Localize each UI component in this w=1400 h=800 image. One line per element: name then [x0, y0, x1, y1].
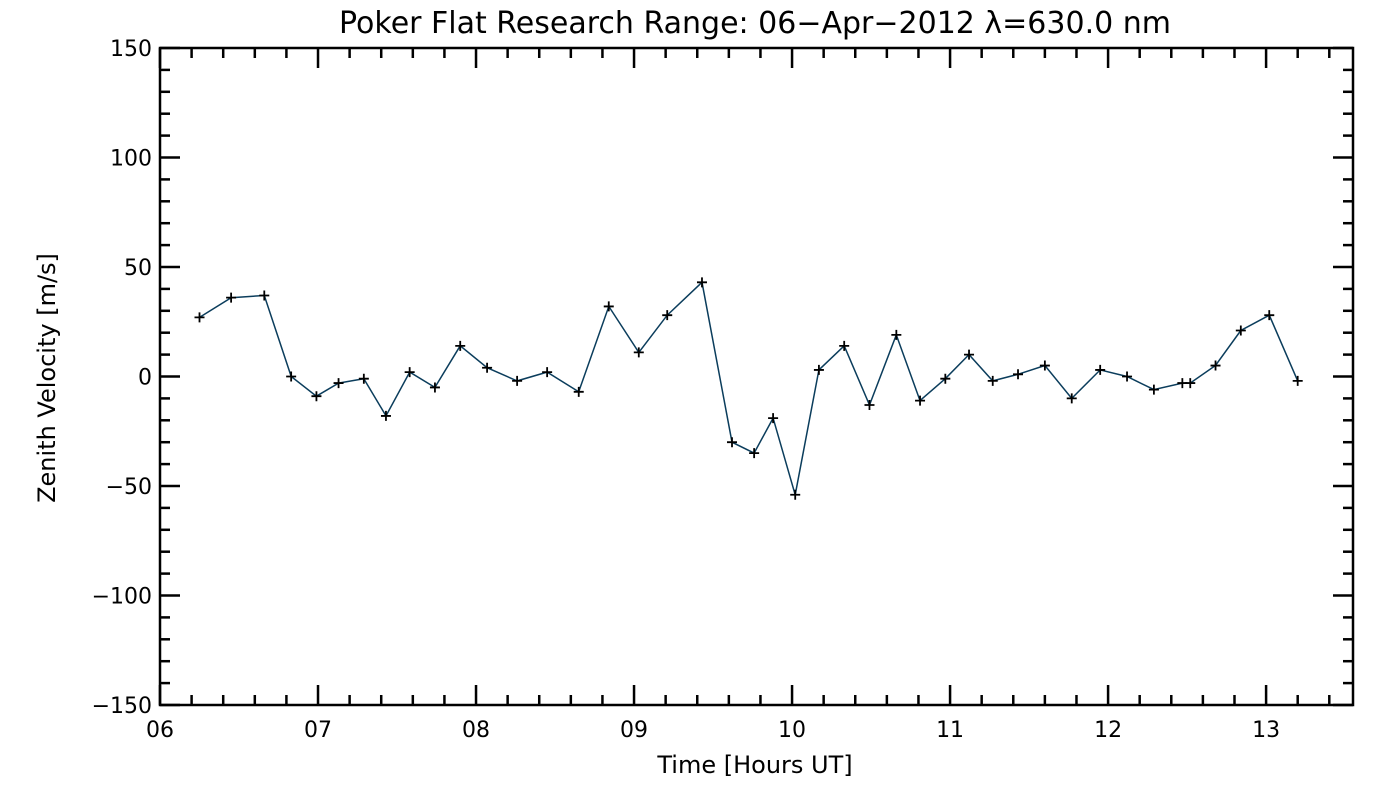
data-point	[1264, 310, 1275, 321]
data-point	[1210, 360, 1221, 371]
axis-ticks	[158, 46, 1353, 707]
data-point	[455, 340, 466, 351]
x-tick-label: 08	[462, 718, 490, 743]
x-tick-label: 13	[1252, 718, 1280, 743]
data-point	[813, 364, 824, 375]
x-tick-label: 07	[304, 718, 332, 743]
data-point	[768, 413, 779, 424]
data-point	[1292, 375, 1303, 386]
data-point	[964, 349, 975, 360]
data-point	[358, 373, 369, 384]
y-axis-label: Zenith Velocity [m/s]	[33, 253, 61, 503]
y-tick-label: 0	[138, 366, 152, 391]
data-point	[1095, 364, 1106, 375]
chart-title: Poker Flat Research Range: 06−Apr−2012 λ…	[339, 6, 1171, 41]
data-point	[603, 301, 614, 312]
data-point	[727, 437, 738, 448]
data-point	[259, 290, 270, 301]
y-tick-label: 50	[124, 256, 152, 281]
tick-labels: 06 07 08 09 10 11 12 13 −150 −100 −50 0 50 100 150	[92, 37, 1281, 743]
x-tick-label: 11	[936, 718, 964, 743]
data-point	[1066, 393, 1077, 404]
y-tick-label: 150	[110, 37, 152, 62]
data-point	[482, 362, 493, 373]
data-point	[633, 347, 644, 358]
data-point	[1235, 325, 1246, 336]
data-point	[194, 312, 205, 323]
data-point	[891, 329, 902, 340]
y-tick-label: −100	[92, 585, 152, 610]
data-point	[1185, 378, 1196, 389]
series-line	[199, 280, 1299, 496]
plot-frame	[158, 46, 1355, 707]
data-point	[226, 292, 237, 303]
data-point	[573, 386, 584, 397]
data-point	[987, 375, 998, 386]
data-point	[864, 399, 875, 410]
data-point	[333, 378, 344, 389]
data-point	[940, 373, 951, 384]
data-point	[749, 448, 760, 459]
x-tick-label: 06	[146, 718, 174, 743]
y-tick-label: −50	[106, 475, 152, 500]
data-point	[286, 371, 297, 382]
data-series	[194, 277, 1303, 500]
x-tick-label: 12	[1094, 718, 1122, 743]
data-point	[839, 340, 850, 351]
data-point	[311, 391, 322, 402]
x-tick-label: 09	[620, 718, 648, 743]
data-point	[429, 382, 440, 393]
data-point	[790, 489, 801, 500]
x-axis-label: Time [Hours UT]	[656, 751, 852, 779]
y-tick-label: 100	[110, 147, 152, 172]
y-tick-label: −150	[92, 694, 152, 719]
data-point	[1039, 360, 1050, 371]
x-tick-label: 10	[778, 718, 806, 743]
data-point	[1013, 369, 1024, 380]
data-point	[696, 277, 707, 288]
data-point	[662, 310, 673, 321]
data-point	[1122, 371, 1133, 382]
data-point	[404, 367, 415, 378]
data-point	[512, 375, 523, 386]
data-point	[380, 410, 391, 421]
data-point	[542, 367, 553, 378]
data-point	[915, 395, 926, 406]
data-point	[1148, 384, 1159, 395]
